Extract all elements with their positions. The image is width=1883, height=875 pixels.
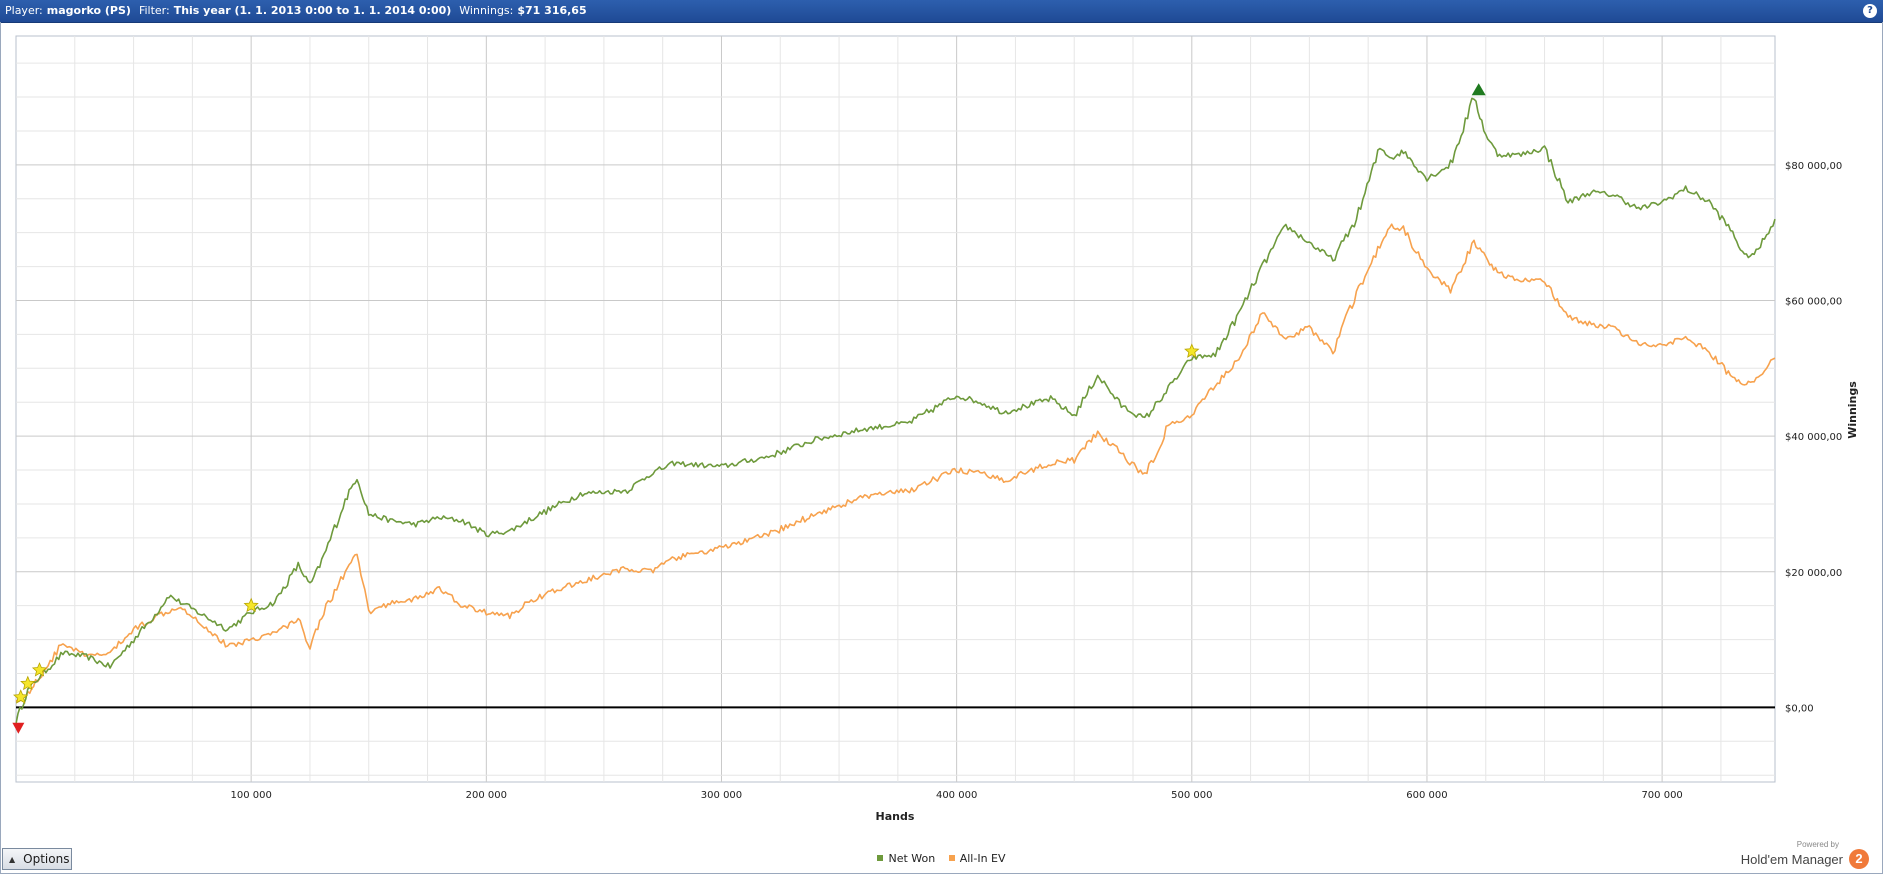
legend-item-all-in-ev[interactable]: All-In EV <box>948 851 1006 865</box>
winnings-label: Winnings: <box>459 4 514 17</box>
filter-value[interactable]: This year (1. 1. 2013 0:00 to 1. 1. 2014… <box>173 4 452 17</box>
winnings-value: $71 316,65 <box>517 4 587 17</box>
help-icon[interactable]: ? <box>1863 4 1877 18</box>
x-tick-label: 600 000 <box>1406 790 1447 801</box>
star-marker[interactable] <box>20 675 36 691</box>
chart-grid <box>15 35 1776 783</box>
y-tick-label: $60 000,00 <box>1785 296 1842 307</box>
x-tick-label: 100 000 <box>230 790 271 801</box>
series-net-won-line <box>15 97 1776 725</box>
star-marker[interactable] <box>1184 343 1200 358</box>
x-tick-label: 400 000 <box>936 790 977 801</box>
options-label: Options <box>23 852 70 866</box>
x-tick-label: 700 000 <box>1641 790 1682 801</box>
chart-legend: Net Won All-In EV <box>0 851 1883 865</box>
title-bar: Player: magorko (PS) Filter: This year (1. … <box>0 0 1883 23</box>
chart-markers <box>12 83 1486 734</box>
legend-item-net-won[interactable]: Net Won <box>877 852 935 865</box>
max-marker[interactable] <box>1471 83 1486 96</box>
y-axis-label: Winnings <box>1846 381 1859 439</box>
legend-swatch <box>948 855 955 861</box>
star-marker[interactable] <box>243 597 259 613</box>
chevron-up-icon: ▲ <box>9 854 16 864</box>
y-axis-ticks: $0,00 $20 000,00 $40 000,00 $60 000,00 $80 0… <box>1785 161 1842 715</box>
x-tick-label: 200 000 <box>466 790 507 801</box>
filter-label: Filter: <box>138 4 170 17</box>
legend-label: Net Won <box>888 851 936 865</box>
y-tick-label: $80 000,00 <box>1785 161 1842 172</box>
y-tick-label: $40 000,00 <box>1785 432 1842 443</box>
x-axis-ticks: 100 000 200 000 300 000 400 000 500 000 600 0… <box>230 790 1682 801</box>
x-axis-label: Hands <box>876 810 915 823</box>
series-all-in-ev-line <box>15 223 1776 703</box>
chart-series <box>15 97 1776 725</box>
x-tick-label: 300 000 <box>701 790 742 801</box>
y-tick-label: $0,00 <box>1785 703 1814 714</box>
options-button[interactable]: ▲ Options <box>2 848 72 870</box>
brand-badge: 2 <box>1849 849 1869 869</box>
legend-swatch <box>877 855 884 861</box>
brand-logo: Powered by Hold'em Manager 2 <box>1741 840 1869 869</box>
legend-label: All-In EV <box>959 851 1006 865</box>
min-marker[interactable] <box>12 722 25 734</box>
brand-name: Hold'em Manager <box>1740 851 1843 867</box>
star-marker[interactable] <box>31 662 48 677</box>
plot-area <box>15 35 1776 783</box>
player-label: Player: <box>5 4 43 17</box>
player-value: magorko (PS) <box>46 4 131 17</box>
y-tick-label: $20 000,00 <box>1785 568 1842 579</box>
brand-powered-text: Powered by <box>1796 840 1839 849</box>
star-marker[interactable] <box>13 689 29 704</box>
x-tick-label: 500 000 <box>1171 790 1212 801</box>
winnings-chart: 100 000 200 000 300 000 400 000 500 000 600 0… <box>12 35 1859 823</box>
